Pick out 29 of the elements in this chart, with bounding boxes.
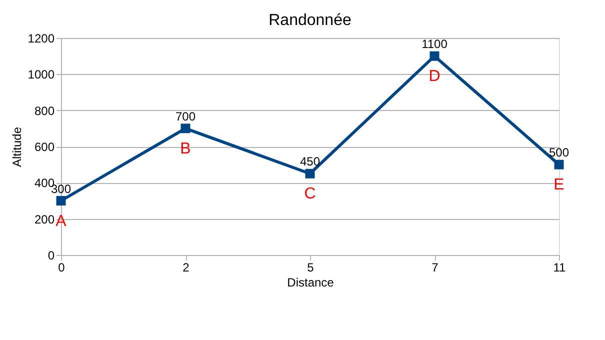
annotation: D	[428, 68, 440, 86]
y-tick-label: 1000	[28, 68, 55, 82]
x-axis-title: Distance	[287, 276, 334, 290]
y-tick-label: 600	[34, 140, 55, 154]
x-tick-label: 0	[58, 260, 66, 274]
y-tick-label: 1200	[28, 32, 55, 46]
data-label: 700	[175, 109, 196, 124]
y-tick-label: 400	[34, 176, 55, 190]
data-label: 1100	[422, 37, 448, 52]
data-label: 500	[548, 146, 570, 160]
chart-title: Randonnée	[268, 12, 352, 29]
x-tick-label: 5	[307, 260, 314, 274]
point	[180, 124, 190, 134]
x-tick-label: 7	[432, 260, 439, 274]
annotation: A	[56, 212, 67, 230]
data-label: 450	[300, 154, 320, 169]
y-tick-label: 200	[34, 212, 55, 226]
y-axis-title: Altitude	[10, 126, 24, 168]
annotation: E	[554, 176, 564, 194]
point	[305, 168, 315, 178]
point	[554, 160, 564, 170]
y-tick-label: 0	[48, 248, 55, 262]
point	[56, 196, 66, 206]
y-tick-label: 800	[34, 104, 55, 118]
annotation: B	[180, 140, 191, 158]
point	[430, 51, 440, 61]
annotation: C	[304, 186, 316, 203]
x-tick-label: 11	[553, 260, 566, 274]
x-tick-label: 2	[182, 260, 190, 274]
